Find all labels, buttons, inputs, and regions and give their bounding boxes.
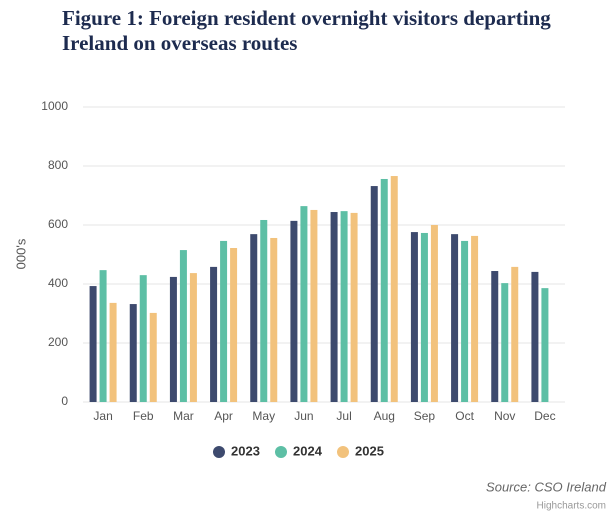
bar xyxy=(89,286,97,402)
bar xyxy=(310,209,318,402)
bar xyxy=(139,275,147,402)
x-tick-label: Sep xyxy=(414,409,436,423)
chart-title: Figure 1: Foreign resident overnight vis… xyxy=(62,6,551,55)
bar xyxy=(451,234,459,402)
y-tick-label: 200 xyxy=(48,335,68,349)
bar xyxy=(491,271,499,402)
bar xyxy=(290,220,298,402)
bar xyxy=(260,219,268,402)
x-tick-label: Mar xyxy=(173,409,194,423)
y-tick-label: 600 xyxy=(48,217,68,231)
legend-label[interactable]: 2024 xyxy=(293,443,323,458)
x-tick-label: Oct xyxy=(455,409,474,423)
legend-label[interactable]: 2023 xyxy=(231,443,260,458)
legend-marker[interactable] xyxy=(213,446,225,458)
legend-label[interactable]: 2025 xyxy=(355,443,384,458)
bar xyxy=(330,212,338,402)
y-tick-label: 1000 xyxy=(41,99,68,113)
y-tick-label: 800 xyxy=(48,158,68,172)
bar xyxy=(169,276,177,402)
source: Source: CSO Ireland xyxy=(486,479,607,494)
bar xyxy=(109,302,117,402)
bar xyxy=(501,283,509,402)
x-tick-label: Feb xyxy=(133,409,154,423)
bar xyxy=(179,250,187,402)
bar xyxy=(250,234,258,402)
bar xyxy=(420,232,428,402)
legend-marker[interactable] xyxy=(337,446,349,458)
y-tick-label: 0 xyxy=(61,394,68,408)
bar xyxy=(149,312,157,402)
bar xyxy=(220,240,228,402)
bar xyxy=(129,304,137,402)
x-tick-label: May xyxy=(252,409,275,423)
bar xyxy=(390,176,398,402)
credits[interactable]: Highcharts.com xyxy=(537,501,606,512)
bar xyxy=(461,240,469,402)
bar xyxy=(300,206,308,402)
bar xyxy=(189,273,197,402)
bar xyxy=(210,266,218,402)
x-tick-label: Jan xyxy=(93,409,112,423)
x-tick-label: Apr xyxy=(214,409,233,423)
bar xyxy=(340,211,348,402)
bar xyxy=(531,271,539,402)
bar xyxy=(370,186,378,402)
bar xyxy=(380,178,388,402)
x-tick-label: Nov xyxy=(494,409,515,423)
bar xyxy=(430,225,438,402)
bar xyxy=(511,266,519,402)
y-axis-label: 000's xyxy=(13,238,28,269)
legend-marker[interactable] xyxy=(275,446,287,458)
bar xyxy=(230,248,238,402)
x-tick-label: Jun xyxy=(294,409,313,423)
bar xyxy=(541,288,549,402)
bar xyxy=(410,232,418,402)
bar xyxy=(350,212,358,402)
bar xyxy=(471,235,479,402)
bar xyxy=(99,270,107,402)
bar xyxy=(270,237,278,402)
x-tick-label: Jul xyxy=(336,409,351,423)
x-tick-label: Dec xyxy=(534,409,555,423)
x-tick-label: Aug xyxy=(374,409,395,423)
y-tick-label: 400 xyxy=(48,276,68,290)
